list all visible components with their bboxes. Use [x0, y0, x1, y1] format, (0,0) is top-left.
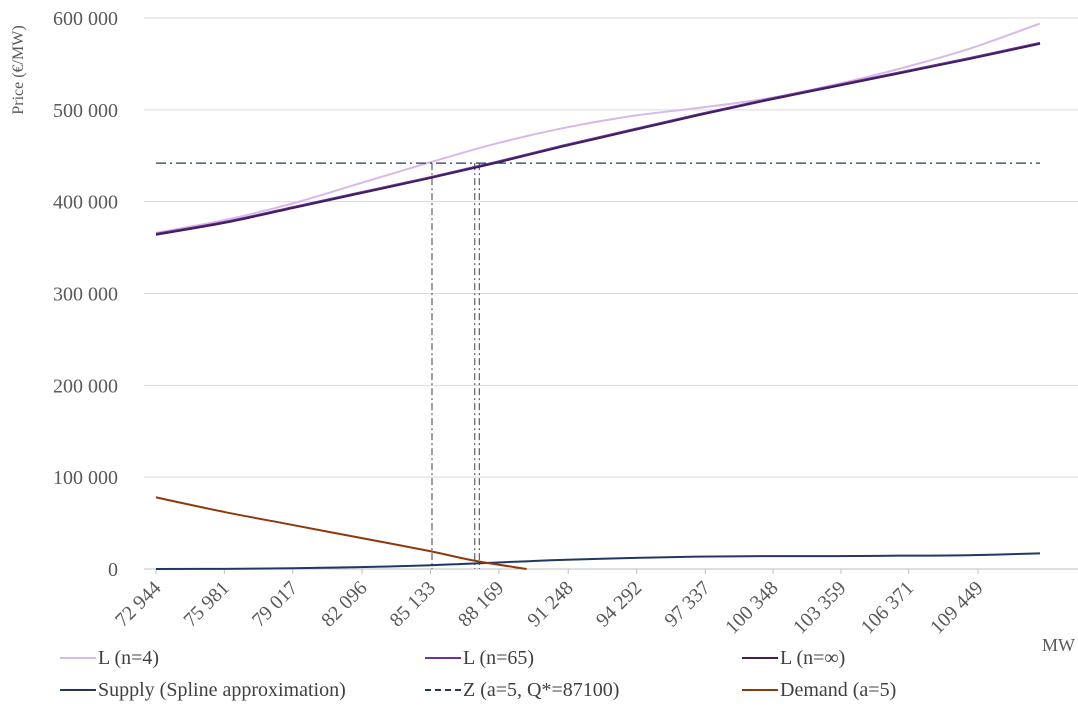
x-tick-label: 79 017: [248, 577, 302, 631]
legend: L (n=4) L (n=65) L (n=∞) Supply (Spline app…: [60, 644, 1070, 712]
legend-item: L (n=∞): [742, 644, 845, 672]
drop-lines: [431, 163, 480, 569]
y-tick-label: 100 000: [53, 467, 118, 489]
legend-swatch: [742, 657, 778, 659]
y-tick-label: 400 000: [53, 192, 118, 214]
x-tick-label: 85 133: [386, 577, 440, 631]
y-tick-label: 300 000: [53, 284, 118, 306]
series-line-5: [155, 496, 527, 570]
legend-label: L (n=4): [98, 646, 160, 669]
series-line-2: [155, 42, 1041, 236]
x-axis-ticks: 72 944 75 981 79 017 82 096 85 133 88 169 91 2…: [111, 569, 988, 639]
y-axis-ticks: 0 100 000 200 000 300 000 400 000 500 000 600 …: [53, 8, 118, 581]
y-tick-label: 200 000: [53, 375, 118, 397]
legend-swatch: [425, 657, 461, 659]
legend-item: L (n=65): [425, 644, 534, 672]
x-tick-label: 100 348: [721, 577, 783, 639]
series-line-3: [155, 552, 1041, 570]
gridlines: [144, 17, 1078, 570]
y-axis-title: Price (€/MW): [10, 25, 27, 114]
legend-swatch: [742, 689, 778, 691]
x-tick-label: 103 359: [789, 577, 851, 639]
legend-swatch: [60, 657, 96, 659]
x-tick-label: 72 944: [111, 577, 165, 631]
legend-label: Z (a=5, Q*=87100): [463, 678, 620, 701]
legend-label: Demand (a=5): [780, 678, 897, 701]
x-tick-label: 106 371: [857, 577, 919, 639]
legend-item: Z (a=5, Q*=87100): [425, 676, 619, 704]
x-tick-label: 82 096: [317, 577, 371, 631]
x-axis-title: MW: [1042, 635, 1075, 655]
legend-swatch: [60, 689, 96, 691]
legend-label: Supply (Spline approximation): [98, 678, 346, 701]
series-layer: [155, 22, 1041, 570]
y-tick-label: 600 000: [53, 8, 118, 30]
legend-swatch: [425, 689, 461, 691]
legend-label: L (n=∞): [780, 646, 846, 669]
legend-item: Demand (a=5): [742, 676, 896, 704]
x-tick-label: 94 292: [592, 577, 646, 631]
x-tick-label: 91 248: [523, 577, 577, 631]
x-tick-label: 75 981: [179, 577, 233, 631]
x-tick-label: 88 169: [454, 577, 508, 631]
legend-item: Supply (Spline approximation): [60, 676, 346, 704]
legend-label: L (n=65): [463, 646, 535, 669]
y-tick-label: 0: [108, 559, 118, 581]
x-tick-label: 97 337: [660, 577, 714, 631]
y-tick-label: 500 000: [53, 100, 118, 122]
x-tick-label: 109 449: [926, 577, 988, 639]
series-line-0: [155, 22, 1041, 234]
legend-item: L (n=4): [60, 644, 159, 672]
